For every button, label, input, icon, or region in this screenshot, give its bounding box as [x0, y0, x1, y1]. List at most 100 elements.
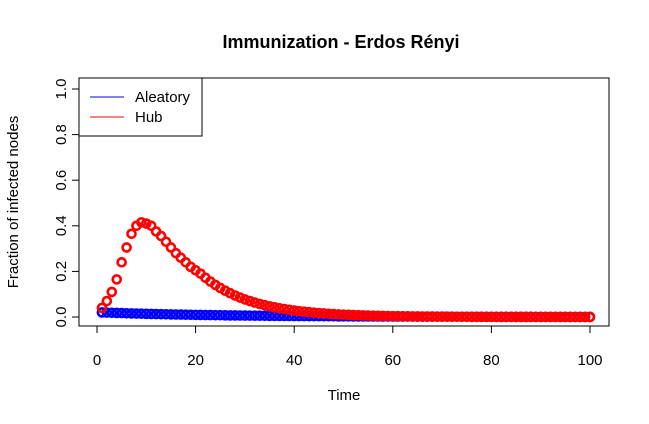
data-point-hub [564, 311, 576, 323]
data-point-hub [136, 217, 147, 228]
data-point-hub [288, 305, 300, 316]
data-point-hub [569, 311, 581, 323]
data-point-aleatory [150, 308, 162, 320]
y-tick-label: 0.8 [53, 124, 70, 145]
data-point-hub [505, 311, 517, 323]
data-point-hub [239, 294, 251, 305]
data-point-hub [422, 311, 433, 322]
data-point-hub [279, 303, 290, 315]
data-point-hub [101, 295, 113, 307]
data-point-aleatory [136, 308, 147, 319]
data-point-hub [515, 311, 527, 323]
data-point-hub [535, 311, 547, 323]
data-point-hub [318, 308, 330, 319]
data-point-hub [476, 311, 487, 323]
data-point-hub [283, 304, 295, 316]
y-tick-label: 0.6 [53, 170, 70, 191]
data-point-hub [372, 310, 384, 322]
data-point-hub [461, 311, 473, 323]
data-point-aleatory [121, 307, 132, 319]
x-tick-label: 60 [384, 352, 401, 369]
data-point-hub [106, 286, 118, 298]
data-point-hub [126, 228, 137, 240]
chart-title: Immunization - Erdos Rényi [222, 32, 459, 52]
x-axis: 0 20 40 60 80 100 [93, 325, 603, 369]
x-tick-label: 20 [187, 352, 204, 369]
data-point-hub [407, 311, 418, 322]
data-point-hub [269, 302, 280, 313]
data-point-hub [298, 306, 310, 318]
data-point-hub [560, 311, 571, 323]
data-point-hub [264, 301, 275, 312]
data-point-hub [555, 311, 566, 323]
data-point-hub [338, 309, 349, 320]
data-point-hub [495, 311, 507, 323]
data-point-aleatory [224, 310, 236, 321]
y-tick-label: 0.0 [53, 307, 70, 328]
data-point-hub [377, 310, 389, 322]
data-point-hub [382, 310, 394, 322]
data-point-hub [510, 311, 522, 323]
data-point-hub [520, 311, 532, 323]
x-axis-label: Time [328, 387, 361, 404]
data-point-aleatory [165, 309, 177, 320]
data-point-hub [274, 302, 285, 314]
data-point-hub [525, 311, 537, 323]
data-point-hub [116, 256, 127, 268]
data-point-hub [352, 309, 364, 321]
y-tick-label: 0.4 [53, 215, 70, 236]
data-point-hub [456, 311, 468, 323]
data-point-hub [234, 292, 246, 303]
y-axis: 0.0 0.2 0.4 0.6 0.8 1.0 [53, 79, 80, 328]
data-point-hub [328, 308, 339, 320]
data-point-aleatory [175, 309, 187, 320]
y-tick-label: 1.0 [53, 79, 70, 100]
data-point-aleatory [190, 309, 201, 321]
legend-label-aleatory: Aleatory [135, 89, 191, 106]
data-point-hub [244, 295, 256, 307]
data-point-hub [431, 311, 443, 322]
data-point-hub [362, 310, 374, 321]
series-hub [96, 217, 596, 323]
data-point-hub [111, 274, 123, 285]
data-point-hub [545, 311, 556, 323]
data-point-hub [333, 309, 344, 320]
legend-label-hub: Hub [135, 109, 163, 126]
data-point-aleatory [244, 310, 256, 321]
data-point-aleatory [254, 310, 265, 322]
data-point-hub [259, 299, 270, 311]
data-point-hub [343, 309, 354, 321]
y-tick-label: 0.2 [53, 261, 70, 282]
data-point-aleatory [180, 309, 192, 320]
data-point-hub [574, 311, 586, 323]
data-point-hub [313, 307, 325, 319]
data-point-aleatory [116, 307, 127, 319]
data-point-aleatory [195, 309, 206, 321]
x-tick-label: 80 [483, 352, 500, 369]
data-point-hub [323, 308, 335, 320]
data-point-hub [466, 311, 477, 323]
x-tick-label: 100 [577, 352, 602, 369]
data-point-hub [303, 306, 315, 318]
data-point-hub [584, 311, 596, 323]
data-point-aleatory [264, 310, 275, 322]
data-point-hub [348, 309, 359, 321]
data-point-aleatory [155, 308, 167, 320]
data-point-aleatory [185, 309, 196, 321]
series-layer [96, 217, 596, 323]
legend-box [78, 77, 203, 137]
data-point-hub [426, 311, 438, 322]
data-point-hub [481, 311, 492, 323]
data-point-aleatory [229, 310, 241, 321]
data-point-hub [249, 297, 261, 308]
data-point-hub [491, 311, 502, 323]
data-point-hub [417, 311, 428, 322]
data-point-aleatory [126, 308, 137, 319]
data-point-hub [367, 310, 379, 321]
data-point-hub [254, 298, 265, 310]
data-point-aleatory [249, 310, 261, 321]
x-tick-label: 40 [286, 352, 303, 369]
data-point-hub [540, 311, 551, 323]
data-point-aleatory [219, 310, 231, 321]
